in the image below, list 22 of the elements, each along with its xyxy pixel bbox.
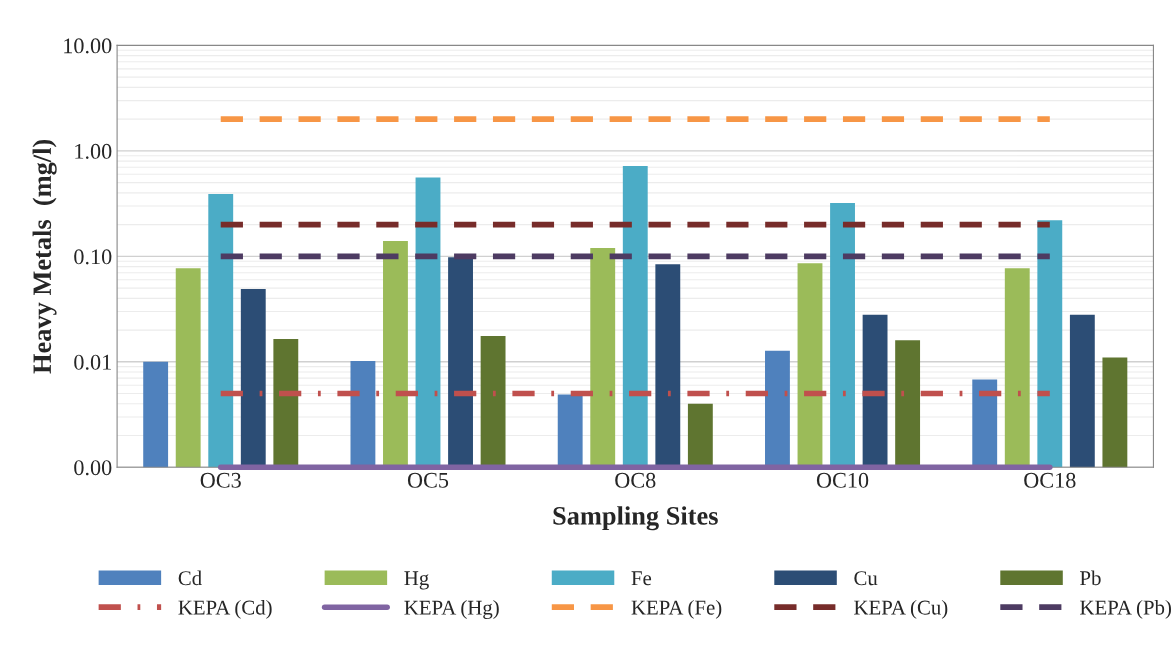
legend-label: Cd — [178, 570, 202, 586]
y-axis-title: Heavy Metals (mg/l) — [32, 139, 57, 374]
legend-label: Cu — [854, 571, 878, 586]
legend-label: Hg — [404, 571, 429, 590]
x-tick-label: OC5 — [407, 472, 449, 488]
legend-label: Fe — [631, 571, 652, 586]
legend-label: KEPA (Hg) — [404, 600, 499, 619]
legend-label: Pb — [1080, 570, 1101, 586]
y-tick-label: 0.00 — [74, 460, 112, 476]
x-axis-title: Sampling Sites — [553, 506, 718, 531]
y-tick-label: 1.00 — [75, 143, 112, 159]
legend-label: KEPA (Cu) — [854, 599, 948, 619]
x-tick-label: OC3 — [200, 472, 241, 488]
legend-label: KEPA (Fe) — [631, 599, 722, 619]
y-tick-label: 0.10 — [74, 249, 112, 265]
x-tick-label: OC10 — [816, 472, 869, 488]
legend-label: KEPA (Pb) — [1080, 599, 1171, 619]
y-tick-label: 10.00 — [64, 38, 112, 54]
x-tick-label: OC18 — [1024, 472, 1076, 488]
legend-label: KEPA (Cd) — [178, 599, 272, 619]
x-tick-label: OC8 — [615, 472, 656, 488]
y-tick-label: 0.01 — [74, 354, 111, 370]
